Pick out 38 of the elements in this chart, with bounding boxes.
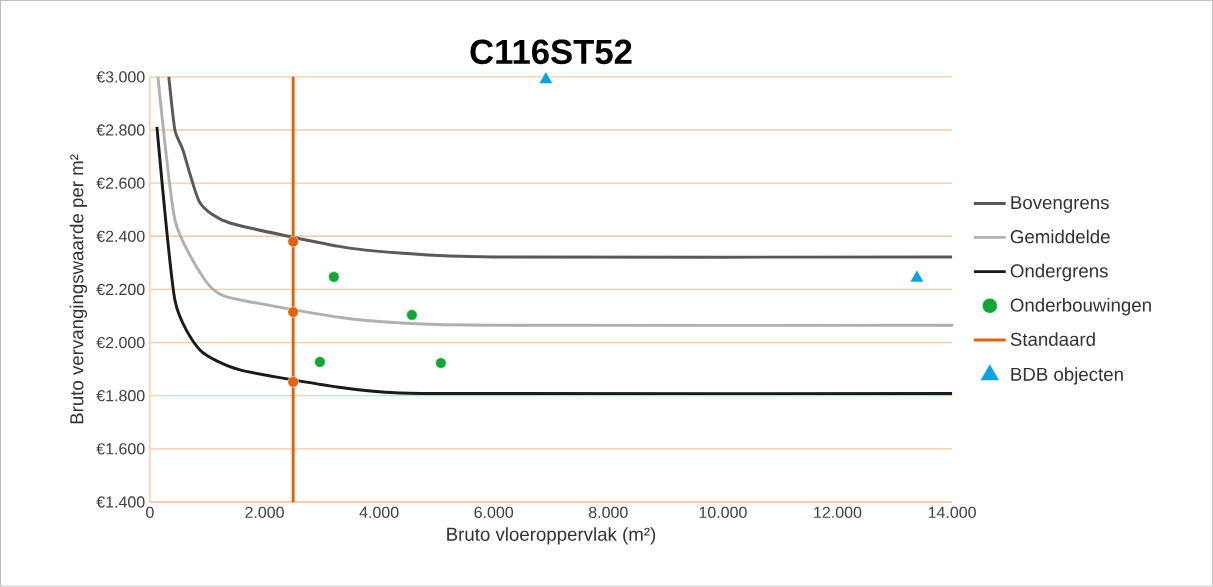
y-tick-label: €1.800 [96,390,145,402]
legend-label: BDB objecten [1011,367,1123,385]
x-axis-title: Bruto vloeroppervlak (m²) [447,527,656,545]
point [287,236,299,248]
y-axis-title: Bruto vervangingswaarde per m² [69,154,88,424]
y-tick-label: €3.000 [96,71,145,83]
x-tick-label: 4.000 [359,506,399,519]
x-tick-label: 6.000 [474,506,514,519]
legend-label: Bovengrens [1011,196,1109,213]
x-tick-label: 10.000 [699,506,747,519]
line-series [155,125,954,396]
point [909,269,925,283]
point [406,309,418,321]
line-series [156,75,954,327]
legend-label: Gemiddelde [1010,229,1110,244]
x-tick-label: 12.000 [814,506,862,519]
y-tick-label: €2.800 [96,124,145,136]
x-tick-label: 2.000 [245,506,284,519]
chart-title: C116ST52 [470,39,632,65]
x-tick-label: 14.000 [928,506,976,519]
x-tick-label: 0 [146,506,154,519]
y-tick-label: €1.400 [96,496,145,508]
y-tick-label: €1.600 [96,443,145,455]
point [287,376,299,388]
line-series [167,75,954,259]
point [314,356,326,368]
legend-label: Standaard [1010,332,1095,347]
point [328,271,340,283]
point [435,357,447,369]
y-tick-label: €2.600 [96,177,145,189]
y-tick-label: €2.400 [96,230,145,243]
legend-label: Ondergrens [1010,263,1108,282]
y-tick-label: €2.200 [96,283,145,296]
y-tick-label: €2.000 [96,336,145,349]
point [287,306,299,318]
point [538,71,554,84]
x-tick-label: 8.000 [588,506,628,519]
legend-label: Onderbouwingen [1010,298,1151,316]
